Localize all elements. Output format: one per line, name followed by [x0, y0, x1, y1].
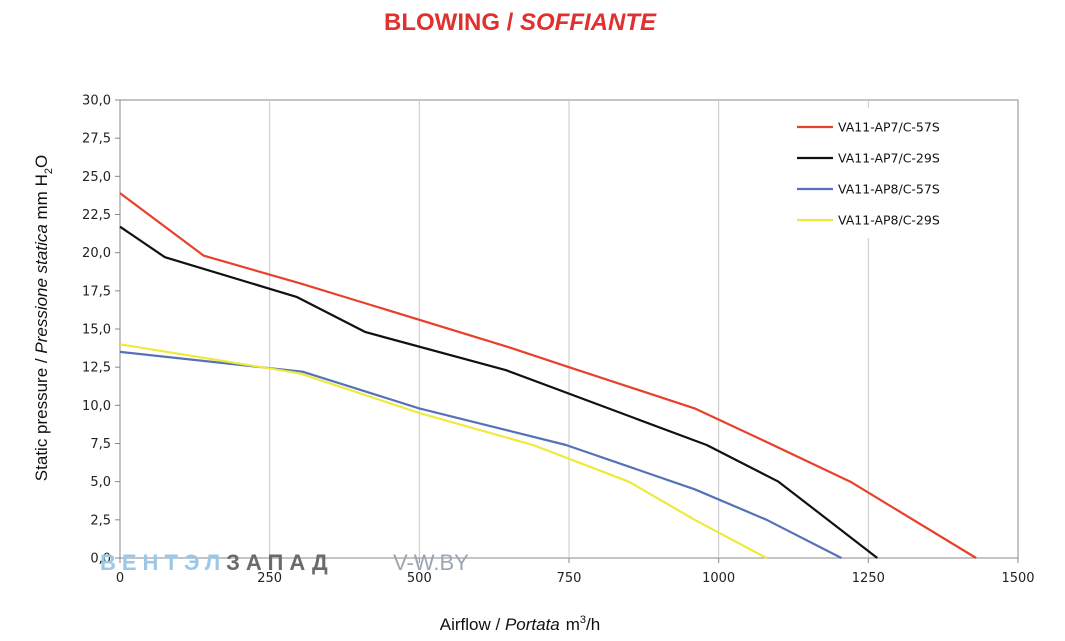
y-tick-label: 27,5	[82, 132, 111, 147]
x-tick-label: 250	[257, 571, 282, 586]
x-tick-label: 500	[407, 571, 432, 586]
series-lines	[119, 192, 977, 559]
x-tick-label: 750	[557, 571, 582, 586]
series-line-1	[119, 192, 977, 559]
y-tick-label: 10,0	[82, 399, 111, 414]
legend-box	[746, 108, 1008, 238]
watermark-part3: V-W.BY	[393, 550, 469, 575]
y-tick-label: 0,0	[90, 552, 111, 567]
x-axis-label-unit: m	[566, 615, 580, 634]
series-line-2	[119, 225, 878, 559]
y-tick-label: 17,5	[82, 284, 111, 299]
legend-label: VA11-AP8/C-57S	[838, 182, 940, 197]
chart-title-italic: SOFFIANTE	[520, 9, 657, 36]
legend-label: VA11-AP7/C-57S	[838, 120, 940, 135]
svg-text:ВЕНТЭЛЗАПАД: ВЕНТЭЛЗАПАД	[100, 550, 334, 575]
watermark-part1: ВЕНТЭЛ	[100, 550, 226, 575]
x-tick-label: 0	[116, 571, 124, 586]
y-tick-label: 22,5	[82, 208, 111, 223]
chart-title: BLOWING / SOFFIANTE	[384, 9, 657, 36]
series-line-4	[119, 343, 768, 559]
watermark-part2: ЗАПАД	[226, 550, 334, 575]
x-axis-label-italic: Portata	[505, 615, 560, 634]
y-tick-label: 30,0	[82, 94, 111, 109]
y-axis-label-unit-sub: 2	[43, 168, 55, 174]
x-tick-label: 1250	[852, 571, 885, 586]
y-axis-label-unit-tail: O	[32, 155, 51, 168]
legend: VA11-AP7/C-57S VA11-AP7/C-29S VA11-AP8/C-5…	[797, 120, 940, 228]
watermark: ВЕНТЭЛЗАПАД V-W.BY	[100, 550, 469, 575]
y-axis-label-italic: Pressione statica	[32, 224, 51, 353]
x-axis-label-unit-sup: 3	[580, 614, 586, 626]
series-line-3	[119, 350, 842, 559]
chart-title-main: BLOWING /	[384, 9, 520, 36]
x-axis-label-unit-tail: /h	[586, 615, 600, 634]
y-tick-label: 5,0	[90, 475, 111, 490]
y-axis-label-plain: Static pressure /	[32, 354, 51, 482]
y-tick-label: 15,0	[82, 323, 111, 338]
y-tick-label: 12,5	[82, 361, 111, 376]
x-axis-label: Airflow / Portata m3/h	[440, 614, 600, 634]
legend-label: VA11-AP8/C-29S	[838, 213, 940, 228]
legend-label: VA11-AP7/C-29S	[838, 151, 940, 166]
plot-area: 0 250 500 750 1000 1250 1500 0,0 2,5 5,0 7,5 10,0 1…	[82, 94, 1035, 587]
y-tick-label: 2,5	[90, 513, 111, 528]
y-tick-label: 20,0	[82, 246, 111, 261]
y-tick-label: 7,5	[90, 437, 111, 452]
y-axis-label-unit: mm H	[32, 174, 51, 224]
y-axis-label: Static pressure / Pressione statica mm H…	[32, 155, 55, 481]
x-tick-label: 1000	[702, 571, 735, 586]
x-axis-label-plain: Airflow /	[440, 615, 505, 634]
y-tick-label: 25,0	[82, 170, 111, 185]
x-ticks: 0 250 500 750 1000 1250 1500	[116, 558, 1035, 586]
x-tick-label: 1500	[1001, 571, 1034, 586]
y-ticks: 0,0 2,5 5,0 7,5 10,0 12,5 15,0 17,5 20,0 22,5 25,0…	[82, 94, 120, 567]
